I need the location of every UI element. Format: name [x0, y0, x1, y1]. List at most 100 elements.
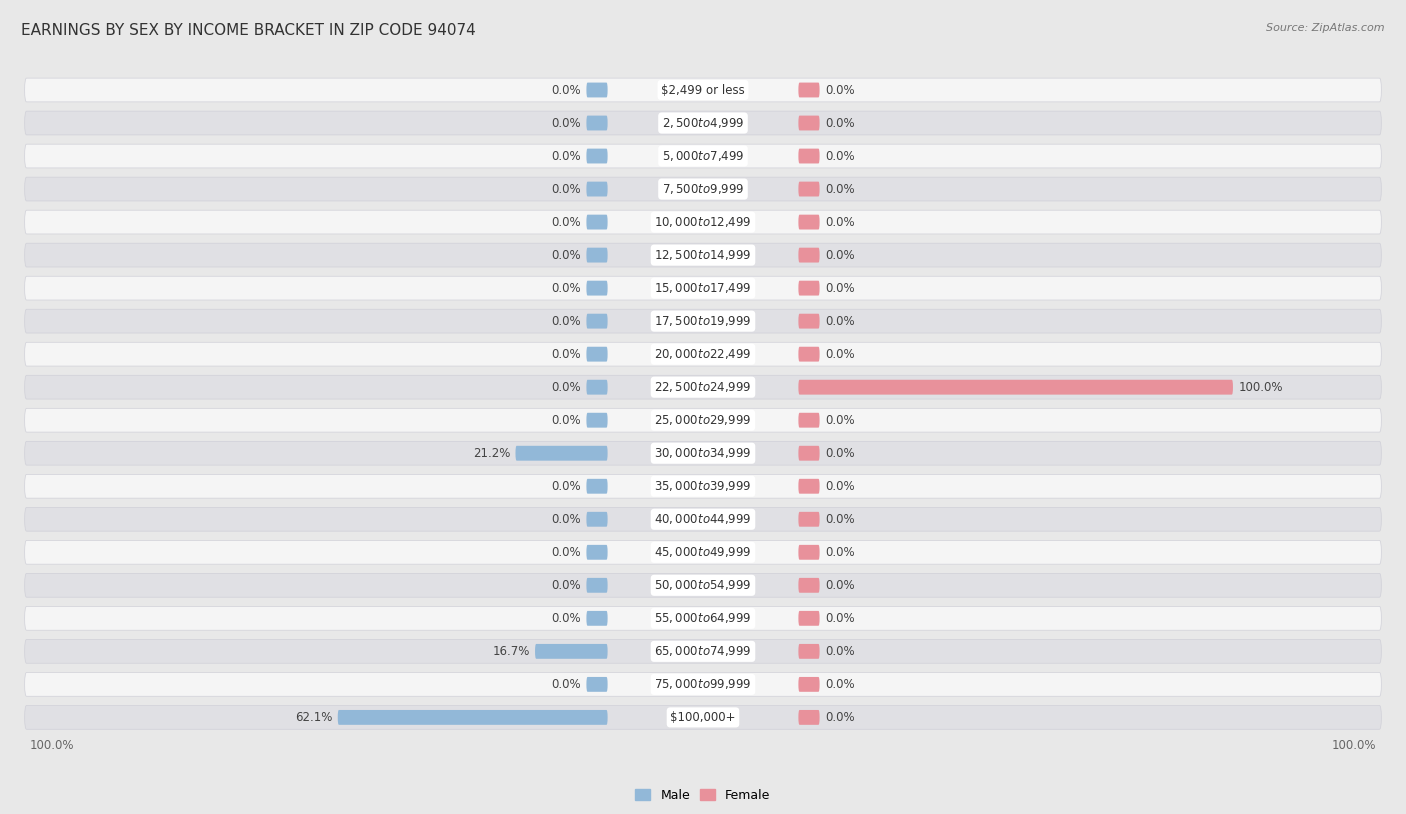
FancyBboxPatch shape: [586, 149, 607, 164]
FancyBboxPatch shape: [25, 177, 1381, 201]
FancyBboxPatch shape: [25, 112, 1381, 135]
Text: 0.0%: 0.0%: [825, 182, 855, 195]
FancyBboxPatch shape: [25, 606, 1381, 630]
Text: 0.0%: 0.0%: [825, 84, 855, 97]
FancyBboxPatch shape: [25, 210, 1381, 234]
Text: 0.0%: 0.0%: [551, 381, 581, 394]
Text: $45,000 to $49,999: $45,000 to $49,999: [654, 545, 752, 559]
FancyBboxPatch shape: [799, 545, 820, 560]
Text: 0.0%: 0.0%: [825, 513, 855, 526]
Text: 0.0%: 0.0%: [825, 248, 855, 261]
FancyBboxPatch shape: [799, 247, 820, 263]
Text: $75,000 to $99,999: $75,000 to $99,999: [654, 677, 752, 691]
Text: $22,500 to $24,999: $22,500 to $24,999: [654, 380, 752, 394]
FancyBboxPatch shape: [25, 475, 1381, 498]
Text: 0.0%: 0.0%: [551, 84, 581, 97]
FancyBboxPatch shape: [799, 446, 820, 461]
Text: 100.0%: 100.0%: [1331, 739, 1376, 752]
FancyBboxPatch shape: [799, 677, 820, 692]
Text: 0.0%: 0.0%: [551, 248, 581, 261]
FancyBboxPatch shape: [586, 413, 607, 427]
FancyBboxPatch shape: [25, 144, 1381, 168]
Text: EARNINGS BY SEX BY INCOME BRACKET IN ZIP CODE 94074: EARNINGS BY SEX BY INCOME BRACKET IN ZIP…: [21, 23, 475, 37]
FancyBboxPatch shape: [586, 578, 607, 593]
Text: 0.0%: 0.0%: [825, 645, 855, 658]
Text: 0.0%: 0.0%: [551, 282, 581, 295]
FancyBboxPatch shape: [799, 149, 820, 164]
FancyBboxPatch shape: [337, 710, 607, 724]
Text: 100.0%: 100.0%: [1239, 381, 1282, 394]
FancyBboxPatch shape: [25, 78, 1381, 102]
Text: 21.2%: 21.2%: [472, 447, 510, 460]
Legend: Male, Female: Male, Female: [630, 784, 776, 807]
Text: 0.0%: 0.0%: [551, 579, 581, 592]
Text: 0.0%: 0.0%: [551, 116, 581, 129]
FancyBboxPatch shape: [799, 479, 820, 493]
FancyBboxPatch shape: [25, 375, 1381, 399]
Text: $15,000 to $17,499: $15,000 to $17,499: [654, 281, 752, 295]
Text: $65,000 to $74,999: $65,000 to $74,999: [654, 645, 752, 659]
FancyBboxPatch shape: [799, 710, 820, 724]
Text: $40,000 to $44,999: $40,000 to $44,999: [654, 512, 752, 527]
FancyBboxPatch shape: [25, 640, 1381, 663]
Text: 100.0%: 100.0%: [30, 739, 75, 752]
Text: $50,000 to $54,999: $50,000 to $54,999: [654, 578, 752, 593]
FancyBboxPatch shape: [586, 313, 607, 329]
FancyBboxPatch shape: [25, 309, 1381, 333]
Text: $2,499 or less: $2,499 or less: [661, 84, 745, 97]
Text: Source: ZipAtlas.com: Source: ZipAtlas.com: [1267, 23, 1385, 33]
FancyBboxPatch shape: [25, 243, 1381, 267]
Text: 0.0%: 0.0%: [825, 116, 855, 129]
Text: $20,000 to $22,499: $20,000 to $22,499: [654, 347, 752, 361]
FancyBboxPatch shape: [799, 347, 820, 361]
Text: 0.0%: 0.0%: [825, 414, 855, 427]
Text: $2,500 to $4,999: $2,500 to $4,999: [662, 116, 744, 130]
FancyBboxPatch shape: [799, 512, 820, 527]
Text: $5,000 to $7,499: $5,000 to $7,499: [662, 149, 744, 163]
FancyBboxPatch shape: [799, 281, 820, 295]
FancyBboxPatch shape: [586, 479, 607, 493]
Text: 0.0%: 0.0%: [825, 711, 855, 724]
FancyBboxPatch shape: [25, 672, 1381, 696]
Text: 0.0%: 0.0%: [825, 546, 855, 558]
Text: 0.0%: 0.0%: [825, 579, 855, 592]
Text: $10,000 to $12,499: $10,000 to $12,499: [654, 215, 752, 229]
Text: $30,000 to $34,999: $30,000 to $34,999: [654, 446, 752, 460]
Text: 0.0%: 0.0%: [825, 282, 855, 295]
FancyBboxPatch shape: [799, 313, 820, 329]
Text: 0.0%: 0.0%: [825, 479, 855, 492]
FancyBboxPatch shape: [25, 706, 1381, 729]
FancyBboxPatch shape: [25, 342, 1381, 366]
FancyBboxPatch shape: [586, 677, 607, 692]
Text: 0.0%: 0.0%: [551, 546, 581, 558]
FancyBboxPatch shape: [799, 380, 1233, 395]
FancyBboxPatch shape: [586, 347, 607, 361]
Text: 0.0%: 0.0%: [551, 414, 581, 427]
FancyBboxPatch shape: [586, 281, 607, 295]
Text: 62.1%: 62.1%: [295, 711, 332, 724]
Text: 0.0%: 0.0%: [551, 678, 581, 691]
Text: 16.7%: 16.7%: [492, 645, 530, 658]
Text: 0.0%: 0.0%: [825, 447, 855, 460]
FancyBboxPatch shape: [799, 413, 820, 427]
Text: $55,000 to $64,999: $55,000 to $64,999: [654, 611, 752, 625]
Text: $25,000 to $29,999: $25,000 to $29,999: [654, 414, 752, 427]
FancyBboxPatch shape: [799, 82, 820, 98]
FancyBboxPatch shape: [25, 276, 1381, 300]
FancyBboxPatch shape: [586, 182, 607, 196]
FancyBboxPatch shape: [25, 507, 1381, 532]
FancyBboxPatch shape: [25, 573, 1381, 597]
FancyBboxPatch shape: [799, 644, 820, 659]
Text: 0.0%: 0.0%: [551, 479, 581, 492]
FancyBboxPatch shape: [586, 247, 607, 263]
FancyBboxPatch shape: [799, 182, 820, 196]
Text: 0.0%: 0.0%: [825, 315, 855, 328]
FancyBboxPatch shape: [586, 215, 607, 230]
FancyBboxPatch shape: [586, 380, 607, 395]
Text: $35,000 to $39,999: $35,000 to $39,999: [654, 479, 752, 493]
Text: 0.0%: 0.0%: [825, 612, 855, 625]
Text: $12,500 to $14,999: $12,500 to $14,999: [654, 248, 752, 262]
FancyBboxPatch shape: [586, 512, 607, 527]
FancyBboxPatch shape: [586, 545, 607, 560]
Text: 0.0%: 0.0%: [551, 513, 581, 526]
